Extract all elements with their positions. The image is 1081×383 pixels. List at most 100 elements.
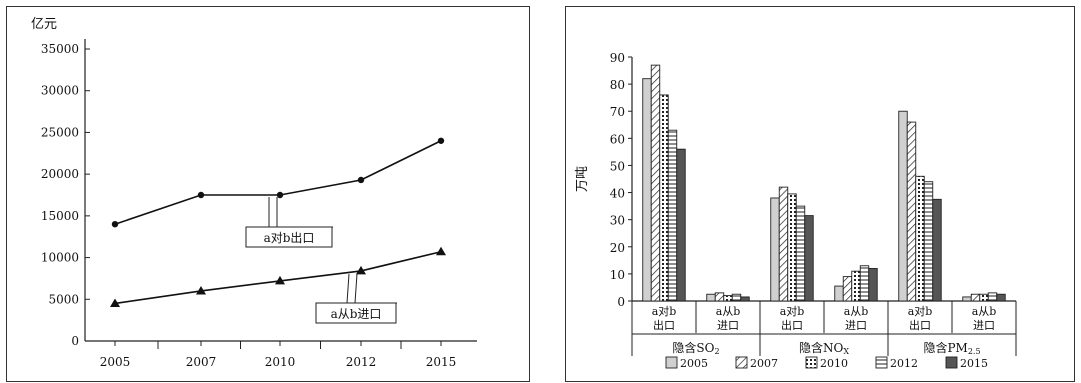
bar <box>676 148 686 302</box>
category-label: 进口 <box>973 319 995 332</box>
bar-chart: 万吨9080706050403020100a对b出口a从b进口a对b出口a从b进… <box>575 51 1017 370</box>
bar <box>787 193 797 302</box>
bar <box>804 215 814 302</box>
series-label: a对b出口 <box>264 231 315 245</box>
legend-swatch <box>735 356 748 369</box>
category-label: a从b <box>716 305 741 318</box>
legend-swatch <box>665 356 678 369</box>
group-label: 隐含PM2.5 <box>923 340 980 356</box>
line-chart-panel: 亿元 35000 30000 25000 20000 15000 10000 5000 0 200… <box>6 6 530 382</box>
y-tick-label: 35000 <box>41 42 79 56</box>
legend-label: 2005 <box>680 357 708 370</box>
y-tick-label: 20 <box>610 241 625 255</box>
legend-label: 2015 <box>960 357 988 370</box>
series-label: a从b进口 <box>331 307 382 321</box>
y-tick-label: 5000 <box>48 292 79 306</box>
y-tick-label: 90 <box>610 51 625 65</box>
data-point <box>356 265 366 275</box>
bar <box>906 121 917 302</box>
bar <box>898 110 908 302</box>
bar <box>868 268 878 302</box>
annotation-leader <box>247 197 270 228</box>
y-tick-label: 40 <box>610 187 625 201</box>
legend-label: 2007 <box>750 357 778 370</box>
y-axis-label: 亿元 <box>31 17 57 32</box>
series-line-0 <box>114 140 442 225</box>
legend-label: 2010 <box>820 357 848 370</box>
bar-chart-panel: 万吨 90 80 70 60 50 40 30 20 10 0 a对b 出口 a从b 进口 a对b 出口 a从b 进… <box>565 6 1075 382</box>
y-tick-label: 10000 <box>41 251 79 265</box>
y-axis-label: 万吨 <box>575 166 590 192</box>
x-tick-label: 2007 <box>186 355 217 369</box>
legend-swatch <box>945 356 958 369</box>
data-point <box>197 191 205 199</box>
bar <box>923 181 934 302</box>
line-chart: 亿元 35000 30000 25000 20000 15000 10000 5000 0 200… <box>31 17 477 369</box>
bar <box>714 292 725 302</box>
annotation-box <box>315 302 397 324</box>
bar <box>996 293 1006 302</box>
bar <box>851 270 861 302</box>
bar <box>970 293 981 302</box>
category-label: a从b <box>844 305 869 318</box>
category-label: 进口 <box>845 319 867 332</box>
data-point <box>275 275 285 285</box>
y-tick-label: 15000 <box>41 209 79 223</box>
legend-swatch <box>875 356 888 369</box>
bar <box>915 175 925 302</box>
data-point <box>436 246 446 256</box>
category-label: a对b <box>780 304 805 318</box>
bar <box>979 293 989 302</box>
bar <box>659 94 669 302</box>
bar <box>987 292 998 302</box>
data-point <box>111 221 119 228</box>
bar <box>740 296 750 302</box>
y-tick-label: 0 <box>71 334 79 348</box>
data-point <box>357 176 365 184</box>
x-tick-label: 2015 <box>426 355 457 369</box>
x-tick-label: 2010 <box>265 355 296 369</box>
x-tick-label: 2005 <box>100 355 131 369</box>
bar <box>642 78 652 302</box>
category-label: a对b <box>652 304 677 318</box>
bar <box>650 64 661 302</box>
group-label: 隐含NOX <box>799 340 849 356</box>
data-point <box>276 191 284 199</box>
bar <box>932 198 942 302</box>
y-tick-label: 70 <box>610 105 625 119</box>
bar <box>795 205 806 302</box>
annotation-box <box>245 226 333 248</box>
y-tick-label: 80 <box>610 78 625 92</box>
data-point <box>196 285 206 295</box>
bar <box>962 296 972 302</box>
y-tick-label: 10 <box>610 268 625 282</box>
bar <box>859 265 870 302</box>
bar <box>731 293 742 302</box>
bar <box>834 285 844 302</box>
data-point <box>437 137 445 144</box>
data-point <box>110 298 120 307</box>
category-label: 出口 <box>909 318 931 332</box>
y-tick-label: 0 <box>617 295 625 309</box>
y-tick-label: 30 <box>610 214 625 228</box>
y-tick-label: 30000 <box>41 84 79 98</box>
category-label: 出口 <box>653 318 675 332</box>
annotation-leader <box>354 273 397 304</box>
legend-swatch <box>805 356 818 369</box>
y-tick-label: 60 <box>610 132 625 146</box>
bar <box>770 197 780 302</box>
annotation-leader <box>317 273 350 304</box>
series-line-1 <box>114 250 442 305</box>
x-tick-label: 2012 <box>346 355 377 369</box>
bar <box>778 186 789 302</box>
y-tick-label: 50 <box>610 159 625 173</box>
y-tick-label: 20000 <box>41 167 79 181</box>
bar <box>706 293 716 302</box>
category-label: 进口 <box>717 319 739 332</box>
category-label: 出口 <box>781 318 803 332</box>
annotation-leader <box>276 197 333 228</box>
bar <box>667 129 678 302</box>
bar <box>842 276 853 302</box>
bar <box>723 295 733 302</box>
legend-label: 2012 <box>890 357 918 370</box>
